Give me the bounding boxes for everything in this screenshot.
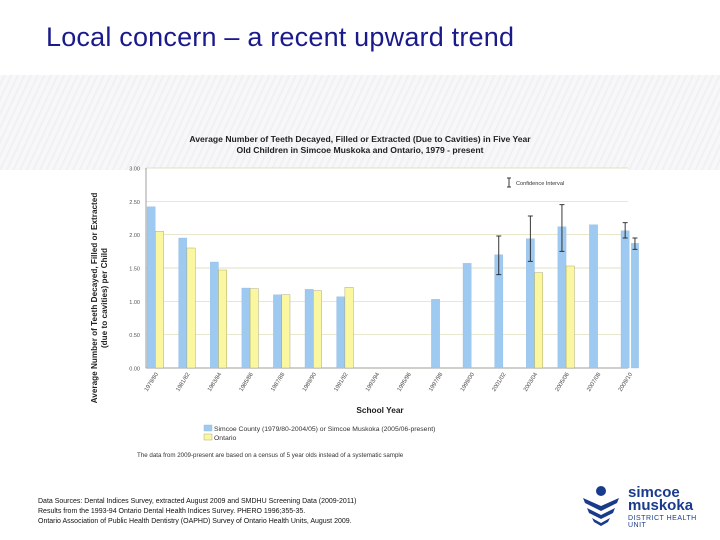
y-axis-label-line-1: Average Number of Teeth Decayed, Filled … — [90, 193, 99, 404]
bar-simcoe — [146, 206, 156, 369]
footnote-line-1: Data Sources: Dental Indices Survey, ext… — [38, 498, 357, 505]
x-tick-label: 1983/84 — [207, 371, 224, 393]
bar-simcoe — [241, 287, 251, 369]
bar-simcoe — [336, 296, 346, 369]
bar-ontario — [313, 290, 322, 369]
data-sources-footnote: Data Sources: Dental Indices Survey, ext… — [38, 497, 356, 527]
legend-swatch-simcoe — [203, 424, 213, 432]
logo-text-district: DISTRICT HEALTH UNIT — [628, 515, 697, 529]
bar-ontario — [249, 288, 259, 369]
bar-ontario — [155, 231, 164, 369]
bar-simcoe — [178, 237, 188, 369]
x-tick-label: 1997/98 — [428, 372, 444, 393]
bar-simcoe — [304, 289, 314, 369]
bar-ontario — [565, 265, 575, 369]
bar-ontario — [534, 272, 544, 369]
bar-simcoe — [462, 263, 472, 369]
bar-simcoe — [273, 294, 282, 369]
x-tick-label: 1993/94 — [365, 371, 382, 393]
legend-label-ontario: Ontario — [214, 435, 237, 442]
logo-figure-icon — [583, 486, 619, 526]
x-tick-label: 1999/00 — [460, 372, 476, 393]
legend-swatch-ontario — [203, 433, 213, 441]
bar-simcoe — [431, 299, 440, 369]
x-tick-label: 1995/96 — [397, 372, 413, 393]
y-tick-label: 3.00 — [129, 167, 140, 173]
ci-legend-label: Confidence Interval — [516, 181, 564, 187]
bar-ontario — [218, 269, 228, 369]
x-tick-label: 2001/02 — [491, 372, 507, 393]
x-tick-label: 2009/10 — [618, 372, 634, 393]
y-tick-label: 1.50 — [129, 267, 140, 273]
x-tick-label: 1989/90 — [302, 372, 318, 393]
chart-title-line-1: Average Number of Teeth Decayed, Filled … — [189, 134, 531, 144]
slide-title: Local concern – a recent upward trend — [46, 22, 515, 52]
bar-ontario — [186, 247, 196, 369]
logo-text-simcoe: simcoe — [628, 484, 680, 501]
y-tick-label: 0.50 — [129, 333, 140, 339]
bar-simcoe — [210, 261, 219, 369]
y-tick-label: 2.50 — [129, 200, 140, 206]
bar-ontario — [344, 287, 354, 369]
x-tick-label: 2003/04 — [523, 371, 540, 393]
x-tick-label: 2007/08 — [586, 372, 602, 393]
bar-simcoe-extra — [631, 243, 639, 369]
simcoe-muskoka-logo: simcoe muskoka DISTRICT HEALTH UNIT — [578, 484, 708, 529]
x-tick-label: 1991/92 — [333, 372, 349, 393]
chart-title-line-2: Old Children in Simcoe Muskoka and Ontar… — [237, 145, 484, 155]
legend-label-simcoe: Simcoe County (1979/80-2004/05) or Simco… — [214, 426, 435, 433]
y-tick-label: 0.00 — [129, 367, 140, 373]
bar-simcoe — [589, 224, 598, 369]
x-tick-label: 1981/82 — [175, 372, 191, 393]
bar-simcoe — [620, 230, 630, 369]
y-tick-label: 1.00 — [129, 300, 140, 306]
background-band — [0, 75, 720, 170]
x-tick-label: 2005/06 — [555, 372, 571, 393]
y-tick-label: 2.00 — [129, 233, 140, 239]
footnote-line-2: Results from the 1993-94 Ontario Dental … — [38, 508, 306, 515]
x-tick-label: 1979/80 — [144, 372, 160, 393]
x-axis-title: School Year — [356, 405, 404, 415]
y-axis-label-line-2: (due to cavities) per Child — [100, 248, 109, 348]
x-tick-label: 1987/88 — [270, 372, 286, 393]
chart-note: The data from 2009-present are based on … — [137, 452, 404, 459]
x-tick-label: 1985/86 — [239, 372, 255, 393]
footnote-line-3: Ontario Association of Public Health Den… — [38, 518, 352, 525]
bar-ontario — [281, 294, 291, 369]
logo-text-muskoka: muskoka — [628, 497, 694, 514]
